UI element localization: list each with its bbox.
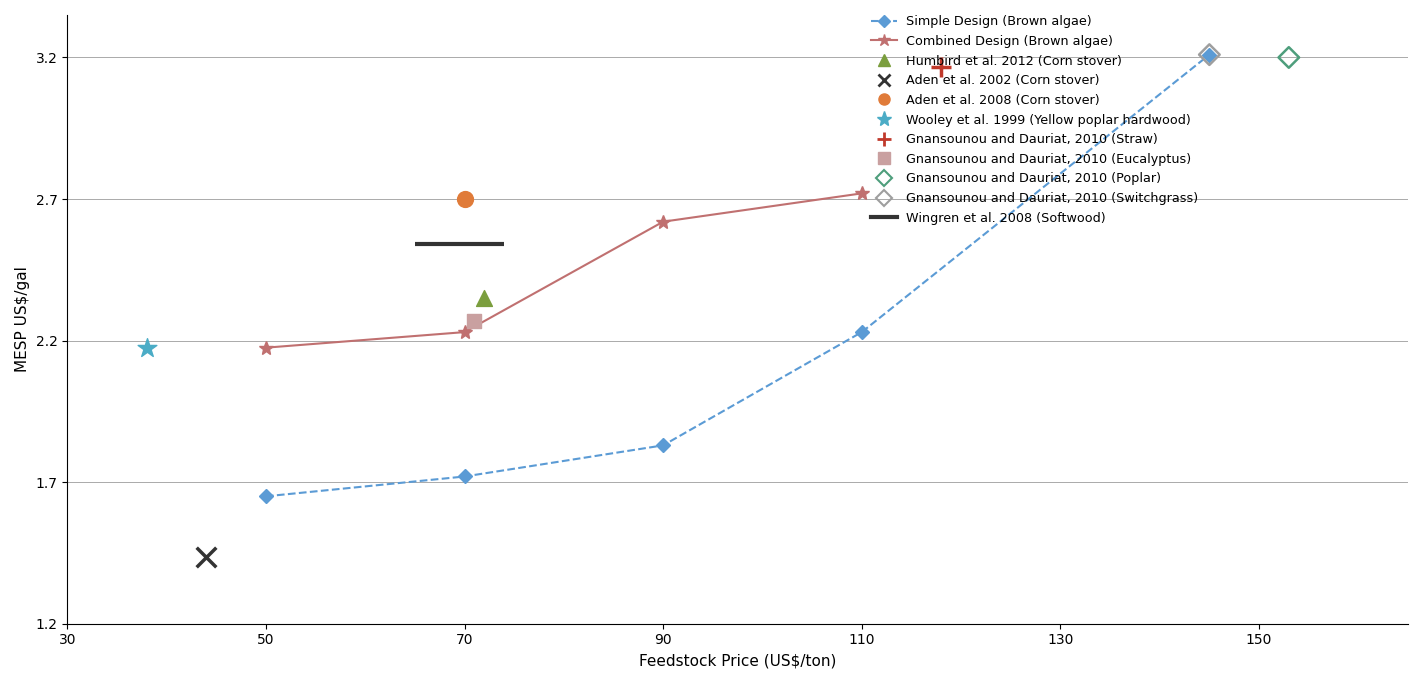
X-axis label: Feedstock Price (US$/ton): Feedstock Price (US$/ton) [639,653,837,668]
Gnansounou and Dauriat, 2010 (Eucalyptus) [462,316,485,326]
Aden et al. 2002 (Corn stover) [195,552,218,563]
Line: Combined Design (Brown algae): Combined Design (Brown algae) [259,186,868,354]
Legend: Simple Design (Brown algae), Combined Design (Brown algae), Humbird et al. 2012 : Simple Design (Brown algae), Combined De… [871,15,1198,225]
Combined Design (Brown algae) [854,189,871,197]
Combined Design (Brown algae) [655,218,672,226]
Humbird et al. 2012 (Corn stover) [472,292,495,303]
Simple Design (Brown algae) [455,473,472,481]
Aden et al. 2008 (Corn stover) [453,193,475,204]
Combined Design (Brown algae) [455,328,472,336]
Simple Design (Brown algae) [1201,51,1218,59]
Wingren et al. 2008 (Softwood) [495,240,512,249]
Gnansounou and Dauriat, 2010 (Straw) [929,62,952,73]
Line: Simple Design (Brown algae): Simple Design (Brown algae) [260,50,1214,501]
Combined Design (Brown algae) [258,344,275,352]
Simple Design (Brown algae) [258,492,275,501]
Gnansounou and Dauriat, 2010 (Poplar) [1278,52,1301,63]
Simple Design (Brown algae) [854,328,871,336]
Wingren et al. 2008 (Softwood) [407,240,424,249]
Simple Design (Brown algae) [655,441,672,449]
Wooley et al. 1999 (Yellow poplar hardwood) [135,342,158,353]
Gnansounou and Dauriat, 2010 (Switchgrass) [1198,49,1221,60]
Y-axis label: MESP US$/gal: MESP US$/gal [16,266,30,372]
